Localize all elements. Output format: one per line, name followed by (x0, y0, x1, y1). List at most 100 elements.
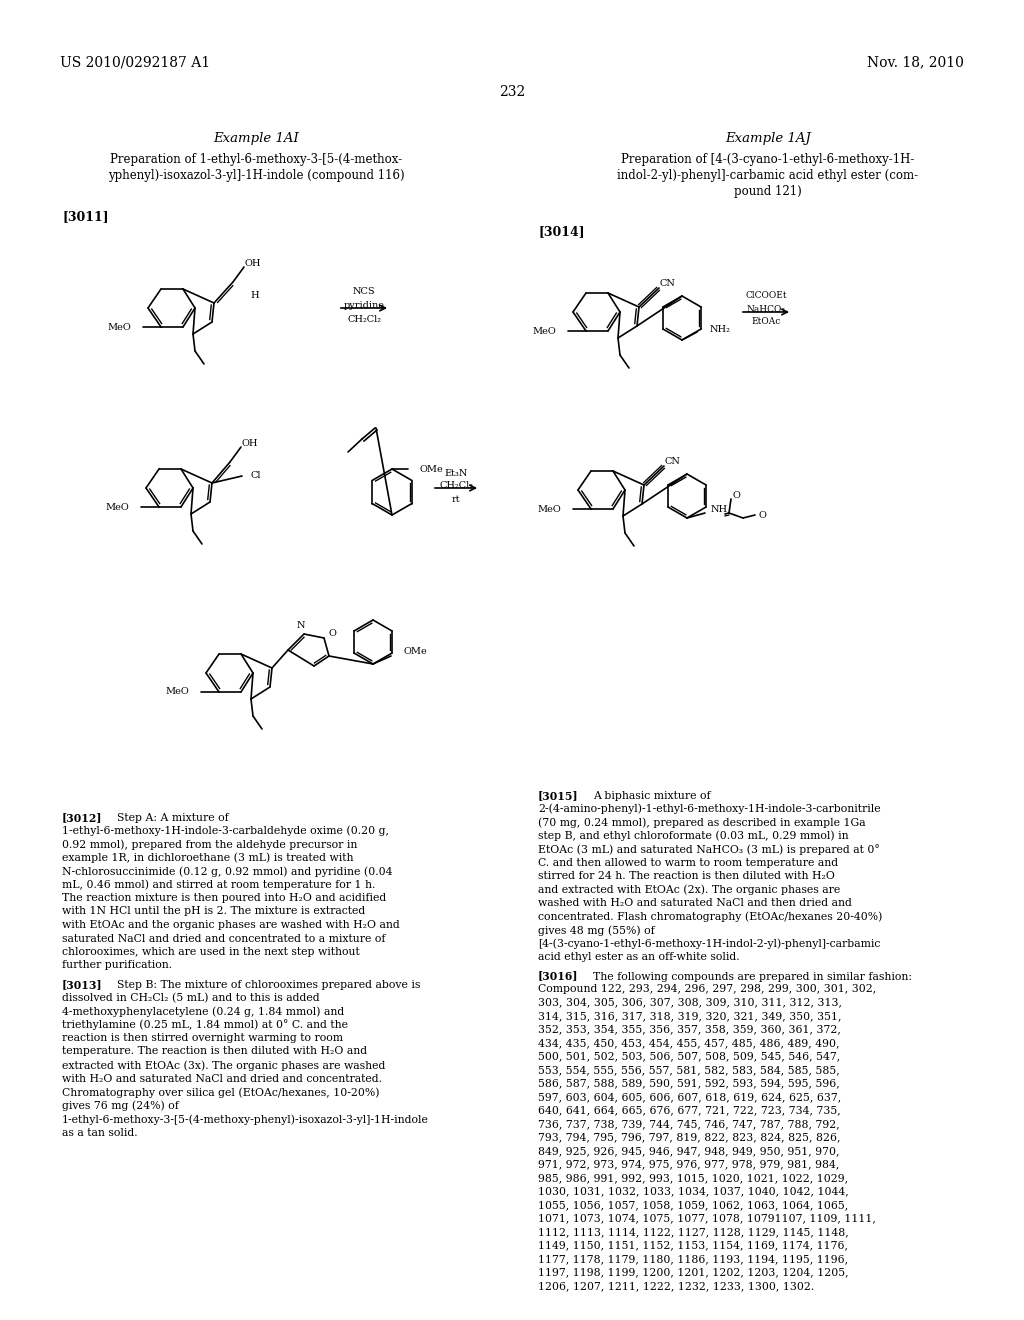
Text: The following compounds are prepared in similar fashion:: The following compounds are prepared in … (593, 972, 912, 982)
Text: 352, 353, 354, 355, 356, 357, 358, 359, 360, 361, 372,: 352, 353, 354, 355, 356, 357, 358, 359, … (538, 1024, 841, 1035)
Text: with 1N HCl until the pH is 2. The mixture is extracted: with 1N HCl until the pH is 2. The mixtu… (62, 907, 366, 916)
Text: 1-ethyl-6-methoxy-3-[5-(4-methoxy-phenyl)-isoxazol-3-yl]-1H-indole: 1-ethyl-6-methoxy-3-[5-(4-methoxy-phenyl… (62, 1114, 429, 1125)
Text: washed with H₂O and saturated NaCl and then dried and: washed with H₂O and saturated NaCl and t… (538, 898, 852, 908)
Text: saturated NaCl and dried and concentrated to a mixture of: saturated NaCl and dried and concentrate… (62, 933, 385, 944)
Text: Nov. 18, 2010: Nov. 18, 2010 (867, 55, 964, 69)
Text: Et₃N: Et₃N (444, 469, 468, 478)
Text: [3016]: [3016] (538, 970, 579, 982)
Text: 985, 986, 991, 992, 993, 1015, 1020, 1021, 1022, 1029,: 985, 986, 991, 992, 993, 1015, 1020, 102… (538, 1173, 848, 1183)
Text: Preparation of [4-(3-cyano-1-ethyl-6-methoxy-1H-: Preparation of [4-(3-cyano-1-ethyl-6-met… (622, 153, 914, 166)
Text: 793, 794, 795, 796, 797, 819, 822, 823, 824, 825, 826,: 793, 794, 795, 796, 797, 819, 822, 823, … (538, 1133, 841, 1143)
Text: [3014]: [3014] (538, 224, 585, 238)
Text: 553, 554, 555, 556, 557, 581, 582, 583, 584, 585, 585,: 553, 554, 555, 556, 557, 581, 582, 583, … (538, 1065, 840, 1074)
Text: A biphasic mixture of: A biphasic mixture of (593, 791, 711, 801)
Text: 640, 641, 664, 665, 676, 677, 721, 722, 723, 734, 735,: 640, 641, 664, 665, 676, 677, 721, 722, … (538, 1106, 841, 1115)
Text: with EtOAc and the organic phases are washed with H₂O and: with EtOAc and the organic phases are wa… (62, 920, 399, 931)
Text: chlorooximes, which are used in the next step without: chlorooximes, which are used in the next… (62, 946, 359, 957)
Text: 586, 587, 588, 589, 590, 591, 592, 593, 594, 595, 596,: 586, 587, 588, 589, 590, 591, 592, 593, … (538, 1078, 840, 1089)
Text: extracted with EtOAc (3x). The organic phases are washed: extracted with EtOAc (3x). The organic p… (62, 1060, 385, 1071)
Text: 1197, 1198, 1199, 1200, 1201, 1202, 1203, 1204, 1205,: 1197, 1198, 1199, 1200, 1201, 1202, 1203… (538, 1267, 849, 1278)
Text: [3013]: [3013] (62, 979, 102, 990)
Text: reaction is then stirred overnight warming to room: reaction is then stirred overnight warmi… (62, 1034, 343, 1043)
Text: MeO: MeO (538, 504, 561, 513)
Text: pound 121): pound 121) (734, 185, 802, 198)
Text: [3011]: [3011] (62, 210, 109, 223)
Text: dissolved in CH₂Cl₂ (5 mL) and to this is added: dissolved in CH₂Cl₂ (5 mL) and to this i… (62, 993, 319, 1003)
Text: [4-(3-cyano-1-ethyl-6-methoxy-1H-indol-2-yl)-phenyl]-carbamic: [4-(3-cyano-1-ethyl-6-methoxy-1H-indol-2… (538, 939, 881, 949)
Text: indol-2-yl)-phenyl]-carbamic acid ethyl ester (com-: indol-2-yl)-phenyl]-carbamic acid ethyl … (617, 169, 919, 182)
Text: step B, and ethyl chloroformate (0.03 mL, 0.29 mmol) in: step B, and ethyl chloroformate (0.03 mL… (538, 830, 849, 841)
Text: 2-(4-amino-phenyl)-1-ethyl-6-methoxy-1H-indole-3-carbonitrile: 2-(4-amino-phenyl)-1-ethyl-6-methoxy-1H-… (538, 804, 881, 814)
Text: 4-methoxyphenylacetylene (0.24 g, 1.84 mmol) and: 4-methoxyphenylacetylene (0.24 g, 1.84 m… (62, 1006, 344, 1016)
Text: O: O (758, 511, 766, 520)
Text: 1071, 1073, 1074, 1075, 1077, 1078, 10791107, 1109, 1111,: 1071, 1073, 1074, 1075, 1077, 1078, 1079… (538, 1213, 876, 1224)
Text: CN: CN (664, 458, 680, 466)
Text: gives 48 mg (55%) of: gives 48 mg (55%) of (538, 925, 654, 936)
Text: MeO: MeO (105, 503, 129, 511)
Text: [3015]: [3015] (538, 789, 579, 801)
Text: Preparation of 1-ethyl-6-methoxy-3-[5-(4-methox-: Preparation of 1-ethyl-6-methoxy-3-[5-(4… (110, 153, 402, 166)
Text: NCS: NCS (352, 288, 376, 297)
Text: Cl: Cl (251, 471, 261, 480)
Text: further purification.: further purification. (62, 961, 172, 970)
Text: 0.92 mmol), prepared from the aldehyde precursor in: 0.92 mmol), prepared from the aldehyde p… (62, 840, 357, 850)
Text: gives 76 mg (24%) of: gives 76 mg (24%) of (62, 1101, 179, 1111)
Text: EtOAc: EtOAc (752, 318, 780, 326)
Text: O: O (328, 628, 336, 638)
Text: MeO: MeO (108, 322, 131, 331)
Text: US 2010/0292187 A1: US 2010/0292187 A1 (60, 55, 210, 69)
Text: yphenyl)-isoxazol-3-yl]-1H-indole (compound 116): yphenyl)-isoxazol-3-yl]-1H-indole (compo… (108, 169, 404, 182)
Text: 736, 737, 738, 739, 744, 745, 746, 747, 787, 788, 792,: 736, 737, 738, 739, 744, 745, 746, 747, … (538, 1119, 840, 1129)
Text: O: O (732, 491, 740, 499)
Text: acid ethyl ester as an off-white solid.: acid ethyl ester as an off-white solid. (538, 952, 739, 962)
Text: ClCOOEt: ClCOOEt (745, 292, 786, 301)
Text: 1-ethyl-6-methoxy-1H-indole-3-carbaldehyde oxime (0.20 g,: 1-ethyl-6-methoxy-1H-indole-3-carbaldehy… (62, 825, 389, 836)
Text: mL, 0.46 mmol) and stirred at room temperature for 1 h.: mL, 0.46 mmol) and stirred at room tempe… (62, 879, 376, 890)
Text: The reaction mixture is then poured into H₂O and acidified: The reaction mixture is then poured into… (62, 894, 386, 903)
Text: H: H (251, 292, 259, 301)
Text: Example 1AI: Example 1AI (213, 132, 299, 145)
Text: CH₂Cl₂: CH₂Cl₂ (439, 482, 473, 491)
Text: as a tan solid.: as a tan solid. (62, 1127, 137, 1138)
Text: OMe: OMe (420, 465, 443, 474)
Text: (70 mg, 0.24 mmol), prepared as described in example 1Ga: (70 mg, 0.24 mmol), prepared as describe… (538, 817, 865, 828)
Text: concentrated. Flash chromatography (EtOAc/hexanes 20-40%): concentrated. Flash chromatography (EtOA… (538, 912, 883, 923)
Text: [3012]: [3012] (62, 812, 102, 822)
Text: Example 1AJ: Example 1AJ (725, 132, 811, 145)
Text: 971, 972, 973, 974, 975, 976, 977, 978, 979, 981, 984,: 971, 972, 973, 974, 975, 976, 977, 978, … (538, 1159, 840, 1170)
Text: Step A: A mixture of: Step A: A mixture of (117, 813, 228, 822)
Text: NaHCO₃: NaHCO₃ (746, 305, 785, 314)
Text: N: N (297, 622, 305, 631)
Text: C. and then allowed to warm to room temperature and: C. and then allowed to warm to room temp… (538, 858, 838, 867)
Text: 303, 304, 305, 306, 307, 308, 309, 310, 311, 312, 313,: 303, 304, 305, 306, 307, 308, 309, 310, … (538, 998, 842, 1007)
Text: 500, 501, 502, 503, 506, 507, 508, 509, 545, 546, 547,: 500, 501, 502, 503, 506, 507, 508, 509, … (538, 1052, 841, 1061)
Text: 849, 925, 926, 945, 946, 947, 948, 949, 950, 951, 970,: 849, 925, 926, 945, 946, 947, 948, 949, … (538, 1146, 840, 1156)
Text: 597, 603, 604, 605, 606, 607, 618, 619, 624, 625, 637,: 597, 603, 604, 605, 606, 607, 618, 619, … (538, 1092, 842, 1102)
Text: example 1R, in dichloroethane (3 mL) is treated with: example 1R, in dichloroethane (3 mL) is … (62, 853, 353, 863)
Text: N-chlorosuccinimide (0.12 g, 0.92 mmol) and pyridine (0.04: N-chlorosuccinimide (0.12 g, 0.92 mmol) … (62, 866, 392, 876)
Text: 434, 435, 450, 453, 454, 455, 457, 485, 486, 489, 490,: 434, 435, 450, 453, 454, 455, 457, 485, … (538, 1038, 840, 1048)
Text: 1177, 1178, 1179, 1180, 1186, 1193, 1194, 1195, 1196,: 1177, 1178, 1179, 1180, 1186, 1193, 1194… (538, 1254, 848, 1265)
Text: 1112, 1113, 1114, 1122, 1127, 1128, 1129, 1145, 1148,: 1112, 1113, 1114, 1122, 1127, 1128, 1129… (538, 1228, 849, 1237)
Text: with H₂O and saturated NaCl and dried and concentrated.: with H₂O and saturated NaCl and dried an… (62, 1073, 382, 1084)
Text: NH₂: NH₂ (710, 325, 731, 334)
Text: CN: CN (659, 280, 675, 289)
Text: OMe: OMe (403, 648, 427, 656)
Text: 1055, 1056, 1057, 1058, 1059, 1062, 1063, 1064, 1065,: 1055, 1056, 1057, 1058, 1059, 1062, 1063… (538, 1200, 848, 1210)
Text: 1149, 1150, 1151, 1152, 1153, 1154, 1169, 1174, 1176,: 1149, 1150, 1151, 1152, 1153, 1154, 1169… (538, 1241, 848, 1250)
Text: rt: rt (452, 495, 461, 503)
Text: temperature. The reaction is then diluted with H₂O and: temperature. The reaction is then dilute… (62, 1047, 368, 1056)
Text: Compound 122, 293, 294, 296, 297, 298, 299, 300, 301, 302,: Compound 122, 293, 294, 296, 297, 298, 2… (538, 983, 877, 994)
Text: Step B: The mixture of chlorooximes prepared above is: Step B: The mixture of chlorooximes prep… (117, 979, 421, 990)
Text: OH: OH (245, 260, 261, 268)
Text: and extracted with EtOAc (2x). The organic phases are: and extracted with EtOAc (2x). The organ… (538, 884, 841, 895)
Text: MeO: MeO (532, 326, 556, 335)
Text: pyridine: pyridine (343, 301, 384, 309)
Text: 1030, 1031, 1032, 1033, 1034, 1037, 1040, 1042, 1044,: 1030, 1031, 1032, 1033, 1034, 1037, 1040… (538, 1187, 849, 1196)
Text: NH: NH (711, 506, 728, 515)
Text: EtOAc (3 mL) and saturated NaHCO₃ (3 mL) is prepared at 0°: EtOAc (3 mL) and saturated NaHCO₃ (3 mL)… (538, 843, 880, 855)
Text: stirred for 24 h. The reaction is then diluted with H₂O: stirred for 24 h. The reaction is then d… (538, 871, 835, 880)
Text: 314, 315, 316, 317, 318, 319, 320, 321, 349, 350, 351,: 314, 315, 316, 317, 318, 319, 320, 321, … (538, 1011, 842, 1020)
Text: CH₂Cl₂: CH₂Cl₂ (347, 314, 381, 323)
Text: 232: 232 (499, 84, 525, 99)
